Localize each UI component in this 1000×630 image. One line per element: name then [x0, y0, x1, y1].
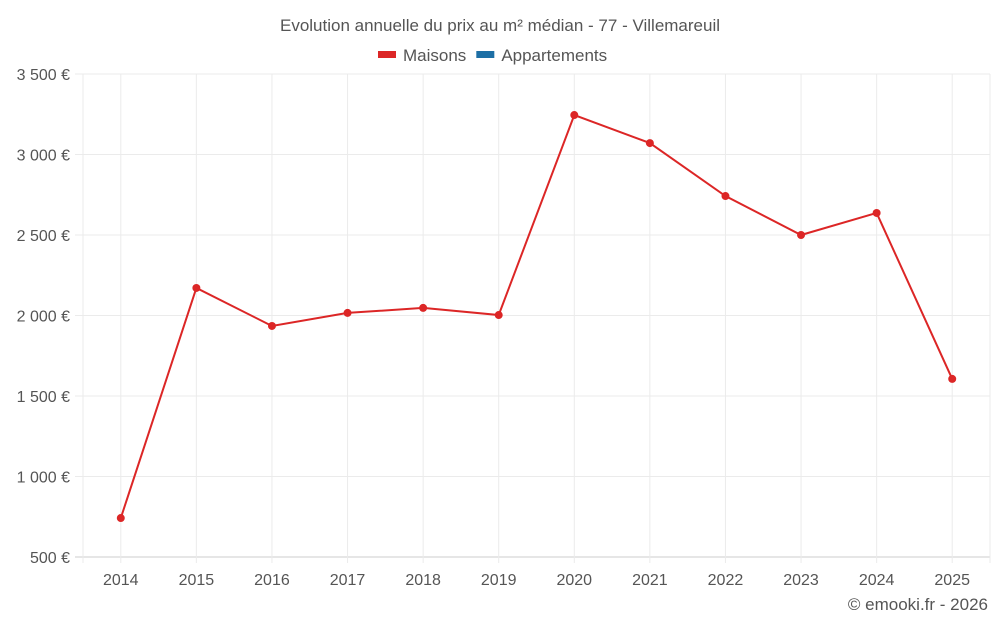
legend-swatch	[476, 51, 495, 58]
x-tick-label: 2021	[632, 572, 668, 589]
y-tick-label: 2 500 €	[17, 228, 70, 245]
series-line-maisons	[119, 113, 954, 519]
data-point	[267, 321, 276, 330]
x-tick-label: 2024	[859, 572, 895, 589]
data-point	[343, 308, 352, 317]
legend: Maisons Appartements	[378, 46, 607, 65]
x-axis: 2014 2015 2016 2017 2018 2019 2020 2021 2022 2023…	[103, 572, 970, 589]
y-tick-label: 3 500 €	[17, 67, 70, 84]
x-tick-label: 2023	[783, 572, 819, 589]
data-point	[419, 303, 428, 312]
y-axis: 500 € 1 000 € 1 500 € 2 000 € 2 500 € 3 000 €…	[17, 67, 70, 567]
data-point	[116, 514, 125, 523]
data-point	[872, 208, 881, 217]
x-tick-label: 2014	[103, 572, 139, 589]
chart-title: Evolution annuelle du prix au m² médian …	[280, 16, 720, 35]
credit: © emooki.fr - 2026	[848, 595, 988, 614]
series-layer	[116, 111, 957, 523]
x-tick-label: 2025	[934, 572, 970, 589]
y-tick-label: 1 000 €	[17, 470, 70, 487]
data-point	[570, 111, 579, 120]
data-point	[494, 311, 503, 320]
y-tick-label: 500 €	[30, 550, 70, 567]
legend-label: Maisons	[403, 46, 466, 65]
x-tick-label: 2016	[254, 572, 290, 589]
data-point	[192, 283, 201, 292]
data-point	[645, 139, 654, 148]
y-tick-label: 1 500 €	[17, 389, 70, 406]
x-tick-label: 2022	[708, 572, 744, 589]
legend-label: Appartements	[501, 46, 607, 65]
data-point	[797, 231, 806, 239]
x-tick-label: 2018	[405, 572, 441, 589]
x-tick-label: 2019	[481, 572, 517, 589]
data-point	[721, 192, 730, 201]
data-point	[948, 374, 957, 383]
legend-swatch	[378, 51, 396, 58]
y-tick-label: 3 000 €	[17, 148, 70, 165]
x-tick-label: 2017	[330, 572, 366, 589]
y-tick-label: 2 000 €	[17, 309, 70, 326]
grid	[75, 73, 991, 563]
x-tick-label: 2015	[179, 572, 215, 589]
x-tick-label: 2020	[556, 572, 592, 589]
